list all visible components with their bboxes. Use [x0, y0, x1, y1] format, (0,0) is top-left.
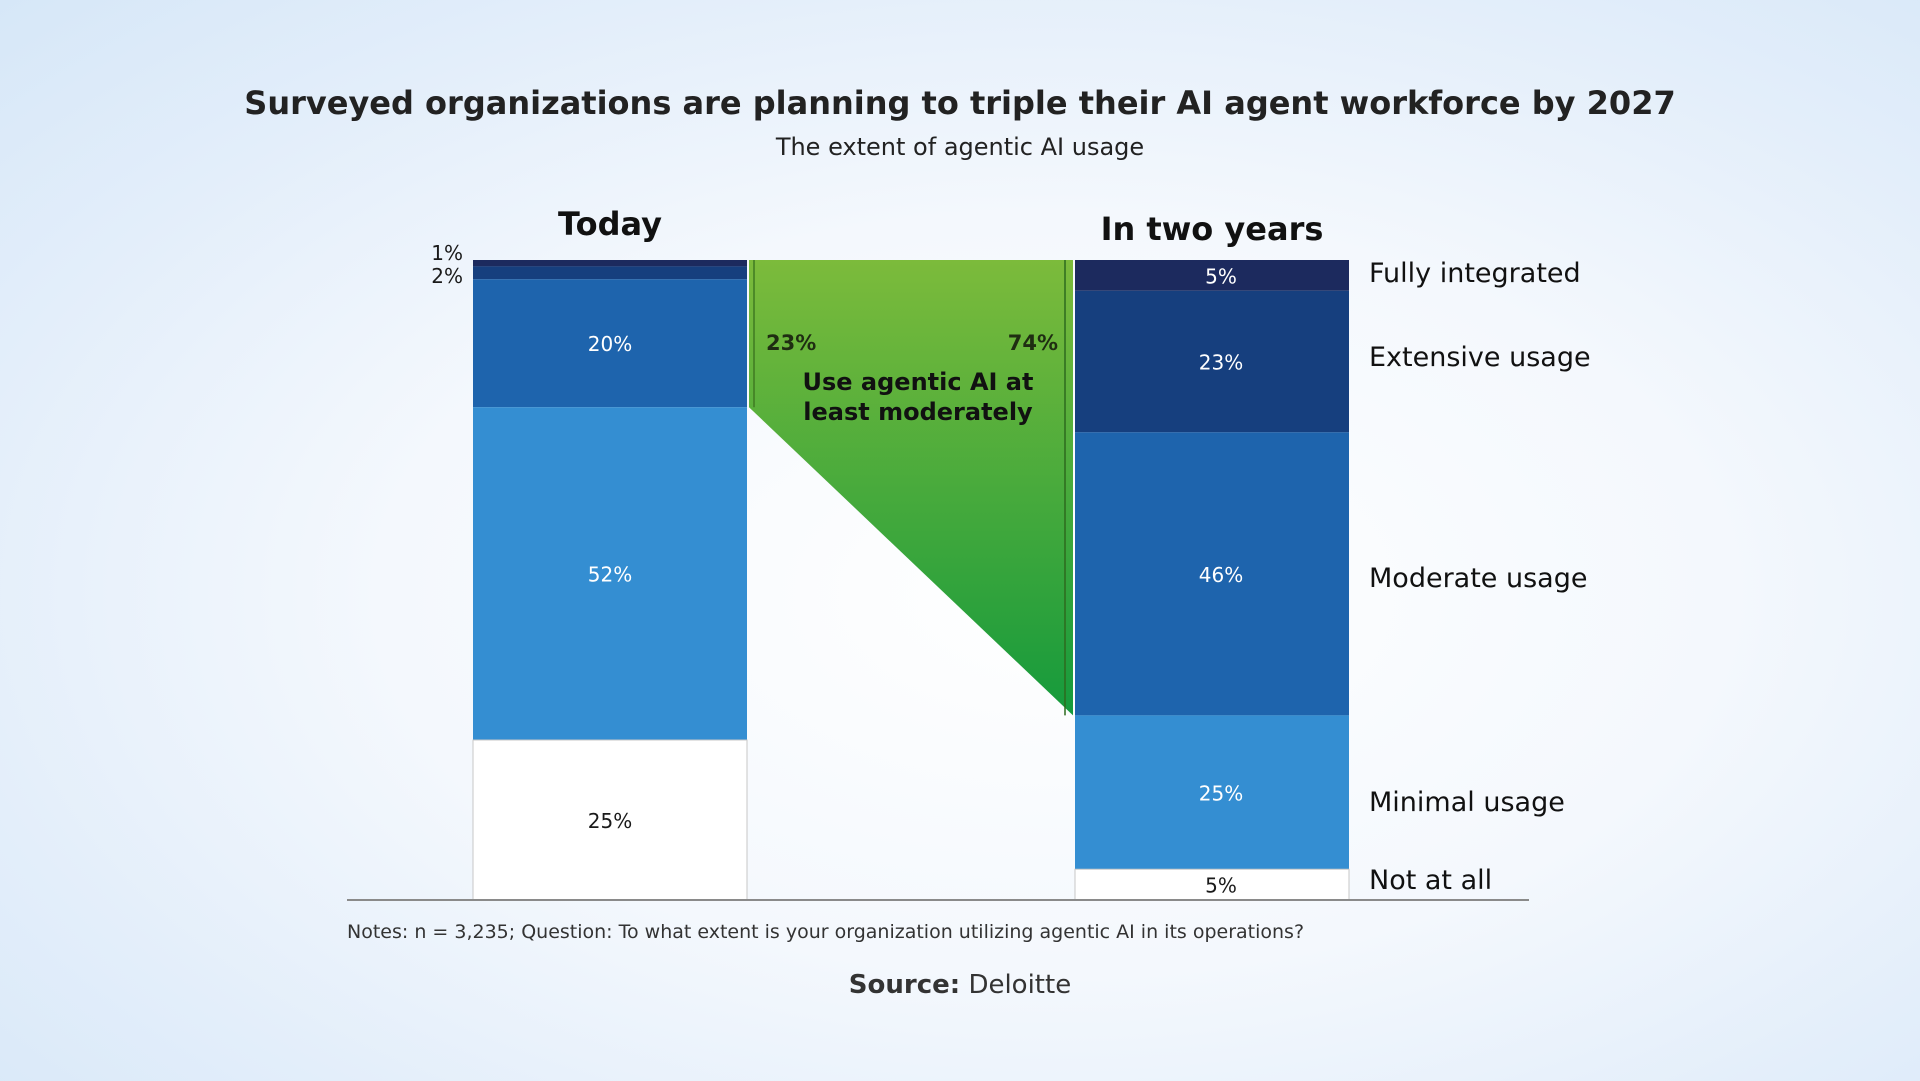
bars-group [472, 260, 1350, 901]
source-value: Deloitte [968, 970, 1072, 1000]
source-label: Source: [848, 970, 961, 1000]
notes-text: Notes: n = 3,235; Question: To what exte… [347, 921, 1305, 943]
connector-group [749, 260, 1073, 716]
data-label-in-two-years-moderate-usage: 46% [1199, 563, 1243, 587]
bar-segment-in-two-years-minimal-usage [1075, 715, 1349, 870]
annotation-left-value: 23% [766, 331, 816, 355]
data-label-in-two-years-fully-integrated: 5% [1205, 264, 1237, 288]
category-label-today: Today [558, 205, 662, 243]
category-label-in-two-years: In two years [1101, 210, 1324, 248]
legend-not-at-all: Not at all [1369, 865, 1492, 896]
chart-subtitle: The extent of agentic AI usage [775, 133, 1145, 161]
legend-fully-integrated: Fully integrated [1369, 258, 1581, 289]
data-label-today-extensive-usage: 2% [431, 264, 463, 288]
legend-extensive-usage: Extensive usage [1369, 342, 1591, 373]
bar-segment-in-two-years-extensive-usage [1075, 290, 1349, 433]
annotation-text-line2: least moderately [803, 398, 1033, 426]
annotation-right-value: 74% [1008, 331, 1058, 355]
data-label-today-moderate-usage: 20% [588, 332, 632, 356]
data-label-in-two-years-not-at-all: 5% [1205, 874, 1237, 898]
labels-group: 20% 52% 25% Today 5% 23% 46% 25% 5% In two years 1… [431, 205, 1590, 898]
bar-segment-today-minimal-usage [473, 407, 747, 740]
data-label-today-minimal-usage: 52% [588, 563, 632, 587]
chart-title: Surveyed organizations are planning to t… [244, 84, 1676, 122]
data-label-today-fully-integrated: 1% [431, 241, 463, 265]
bar-segment-today-not-at-all [472, 739, 748, 901]
bar-segment-today-moderate-usage [473, 279, 747, 408]
bar-segment-today-extensive-usage [473, 266, 747, 280]
data-label-in-two-years-minimal-usage: 25% [1199, 781, 1243, 805]
data-label-today-not-at-all: 25% [588, 809, 632, 833]
bar-segment-in-two-years-fully-integrated [1075, 260, 1349, 291]
annotation-text-line1: Use agentic AI at [803, 368, 1034, 396]
legend-moderate-usage: Moderate usage [1369, 563, 1587, 594]
legend-minimal-usage: Minimal usage [1369, 787, 1565, 818]
connector-shape [749, 260, 1073, 716]
bar-segment-in-two-years-moderate-usage [1075, 432, 1349, 716]
data-label-in-two-years-extensive-usage: 23% [1199, 351, 1243, 375]
bar-segment-today-fully-integrated [473, 260, 747, 267]
source-text: Source: Deloitte [0, 970, 1920, 1000]
bar-segment-in-two-years-not-at-all [1074, 868, 1350, 901]
